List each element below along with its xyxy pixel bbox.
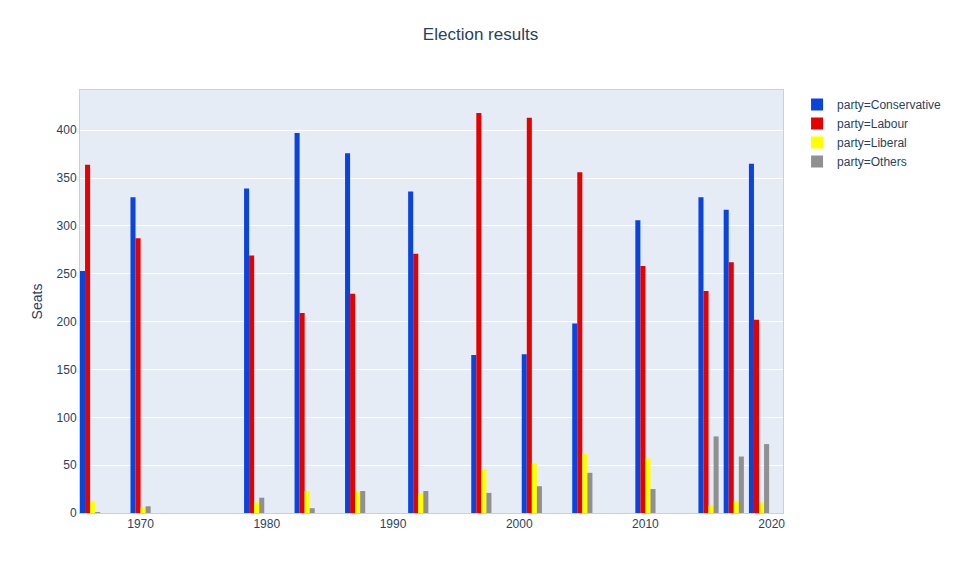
svg-text:1980: 1980	[253, 517, 280, 531]
svg-text:2020: 2020	[758, 517, 785, 531]
svg-text:Election results: Election results	[423, 25, 538, 44]
svg-text:party=Conservative: party=Conservative	[837, 98, 941, 112]
svg-text:party=Labour: party=Labour	[837, 117, 908, 131]
svg-text:350: 350	[57, 171, 77, 185]
svg-text:party=Others: party=Others	[837, 155, 907, 169]
svg-text:200: 200	[57, 315, 77, 329]
svg-text:1990: 1990	[380, 517, 407, 531]
svg-text:Seats: Seats	[29, 284, 45, 320]
svg-text:250: 250	[57, 267, 77, 281]
svg-text:100: 100	[57, 411, 77, 425]
svg-text:150: 150	[57, 363, 77, 377]
svg-text:2000: 2000	[506, 517, 533, 531]
svg-text:300: 300	[57, 219, 77, 233]
svg-text:1970: 1970	[127, 517, 154, 531]
svg-text:50: 50	[63, 458, 77, 472]
svg-text:2010: 2010	[632, 517, 659, 531]
svg-text:party=Liberal: party=Liberal	[837, 136, 907, 150]
svg-text:0: 0	[70, 506, 77, 520]
svg-text:400: 400	[57, 123, 77, 137]
